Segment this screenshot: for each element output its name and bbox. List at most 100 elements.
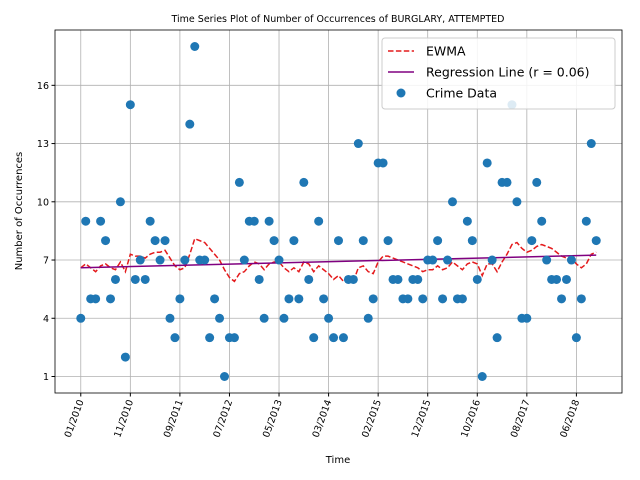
legend-label: Crime Data xyxy=(426,86,497,101)
data-point xyxy=(249,216,259,226)
data-point xyxy=(542,255,552,265)
data-point xyxy=(175,294,185,304)
y-tick-label: 4 xyxy=(43,314,49,325)
data-point xyxy=(200,255,210,265)
data-point xyxy=(150,236,160,246)
data-point xyxy=(334,236,343,246)
data-point xyxy=(487,255,497,265)
data-point xyxy=(220,372,230,381)
data-point xyxy=(91,294,101,304)
data-point xyxy=(403,294,413,304)
data-point xyxy=(81,216,91,226)
data-point xyxy=(215,313,225,323)
legend-box xyxy=(381,37,616,110)
data-point xyxy=(502,177,512,187)
data-point xyxy=(125,100,135,110)
data-point xyxy=(274,255,284,265)
data-point xyxy=(140,274,150,284)
data-point xyxy=(234,177,244,187)
data-point xyxy=(428,255,438,265)
data-point xyxy=(190,42,200,51)
data-point xyxy=(492,333,502,343)
data-point xyxy=(229,333,239,343)
series-line xyxy=(80,237,597,283)
data-point xyxy=(314,216,324,226)
data-point xyxy=(106,294,116,304)
data-point xyxy=(180,255,190,265)
data-point xyxy=(581,216,591,226)
data-point xyxy=(557,294,567,304)
data-point xyxy=(353,139,363,149)
data-point xyxy=(447,197,457,207)
x-axis-label: Time xyxy=(325,455,350,466)
x-tick-label: 07/2012 xyxy=(211,398,235,439)
data-point xyxy=(120,352,130,362)
legend-marker xyxy=(396,88,406,98)
data-point xyxy=(552,274,562,284)
data-point xyxy=(591,236,601,246)
y-tick-label: 10 xyxy=(37,197,49,208)
legend-label: EWMA xyxy=(426,44,466,59)
x-tick-label: 12/2015 xyxy=(410,398,434,439)
data-point xyxy=(477,372,487,381)
data-point xyxy=(413,274,423,284)
data-point xyxy=(383,236,393,246)
data-point xyxy=(145,216,155,226)
data-point xyxy=(566,255,576,265)
data-point xyxy=(378,158,388,168)
data-point xyxy=(96,216,106,226)
x-tick-label: 10/2016 xyxy=(459,398,483,439)
chart-title: Time Series Plot of Number of Occurrence… xyxy=(171,14,505,25)
x-tick-label: 08/2017 xyxy=(509,398,533,439)
data-point xyxy=(571,333,581,343)
data-point xyxy=(165,313,175,323)
x-tick-label: 09/2011 xyxy=(162,398,186,439)
data-point xyxy=(522,313,532,323)
data-point xyxy=(254,274,264,284)
data-point xyxy=(319,294,329,304)
x-tick-label: 05/2013 xyxy=(261,398,285,439)
data-point xyxy=(279,313,289,323)
x-tick-label: 11/2010 xyxy=(112,398,136,439)
data-point xyxy=(472,274,482,284)
data-point xyxy=(110,274,120,284)
data-point xyxy=(324,313,334,323)
data-point xyxy=(438,294,448,304)
data-point xyxy=(185,119,195,129)
data-point xyxy=(482,158,492,168)
data-point xyxy=(457,294,467,304)
data-point xyxy=(130,274,140,284)
data-point xyxy=(462,216,472,226)
data-point xyxy=(304,274,314,284)
data-point xyxy=(537,216,547,226)
data-point xyxy=(363,313,373,323)
data-point xyxy=(527,236,537,246)
data-point xyxy=(299,177,309,187)
data-point xyxy=(239,255,249,265)
x-tick-label: 06/2018 xyxy=(558,398,582,439)
x-tick-label: 03/2014 xyxy=(311,398,335,439)
data-point xyxy=(561,274,571,284)
series-line xyxy=(80,254,597,269)
data-point xyxy=(76,313,86,323)
y-axis-label: Number of Occurrences xyxy=(14,152,25,271)
y-tick-label: 13 xyxy=(37,139,49,150)
data-point xyxy=(155,255,165,265)
data-point xyxy=(289,236,299,246)
data-point xyxy=(210,294,220,304)
data-point xyxy=(294,294,304,304)
x-tick-label: 01/2010 xyxy=(63,398,87,439)
data-point xyxy=(205,333,215,343)
data-point xyxy=(532,177,542,187)
data-point xyxy=(170,333,180,343)
x-tick-label: 02/2015 xyxy=(360,398,384,439)
y-tick-label: 7 xyxy=(43,256,49,267)
data-point xyxy=(418,294,428,304)
data-point xyxy=(358,236,368,246)
data-point xyxy=(348,274,358,284)
data-point xyxy=(259,313,269,323)
data-point xyxy=(284,294,294,304)
data-point xyxy=(135,255,145,265)
data-point xyxy=(264,216,274,226)
